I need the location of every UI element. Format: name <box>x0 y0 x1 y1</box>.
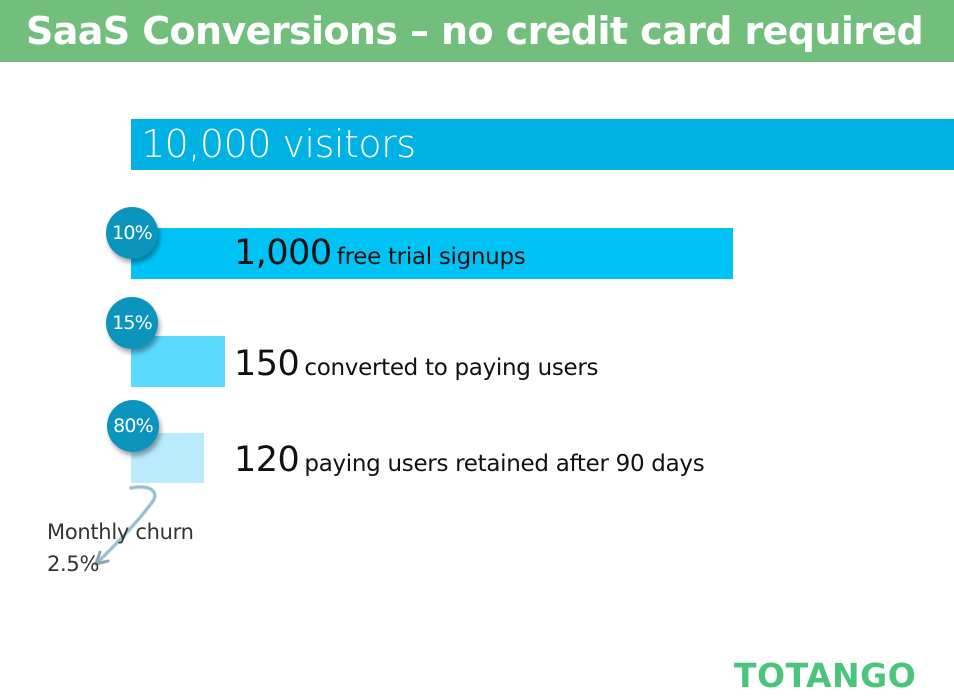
conversion-rate-badge-paying: 15% <box>106 297 158 349</box>
churn-annotation-line2: 2.5% <box>47 552 100 576</box>
visitors-label: 10,000 visitors <box>141 122 416 166</box>
funnel-bar-visitors: 10,000 visitors <box>131 119 954 170</box>
trials-label: 1,000 free trial signups <box>234 233 526 273</box>
funnel-bar-trials <box>131 228 733 279</box>
trials-number: 1,000 <box>234 233 332 273</box>
header-banner: SaaS Conversions – no credit card requir… <box>0 0 954 62</box>
retained-description: paying users retained after 90 days <box>304 451 705 477</box>
churn-annotation: Monthly churn 2.5% <box>47 516 194 580</box>
paying-label: 150 converted to paying users <box>234 344 599 384</box>
retained-number: 120 <box>234 440 300 480</box>
paying-number: 150 <box>234 344 300 384</box>
paying-description: converted to paying users <box>304 355 599 381</box>
funnel-bar-paying <box>131 336 225 387</box>
retained-label: 120 paying users retained after 90 days <box>234 440 705 480</box>
churn-annotation-line1: Monthly churn <box>47 520 194 544</box>
conversion-rate-badge-trials: 10% <box>106 207 158 259</box>
conversion-rate-badge-retained: 80% <box>107 400 159 452</box>
trials-description: free trial signups <box>336 244 526 270</box>
totango-logo: TOTANGO <box>734 656 917 695</box>
page-title: SaaS Conversions – no credit card requir… <box>26 9 924 53</box>
